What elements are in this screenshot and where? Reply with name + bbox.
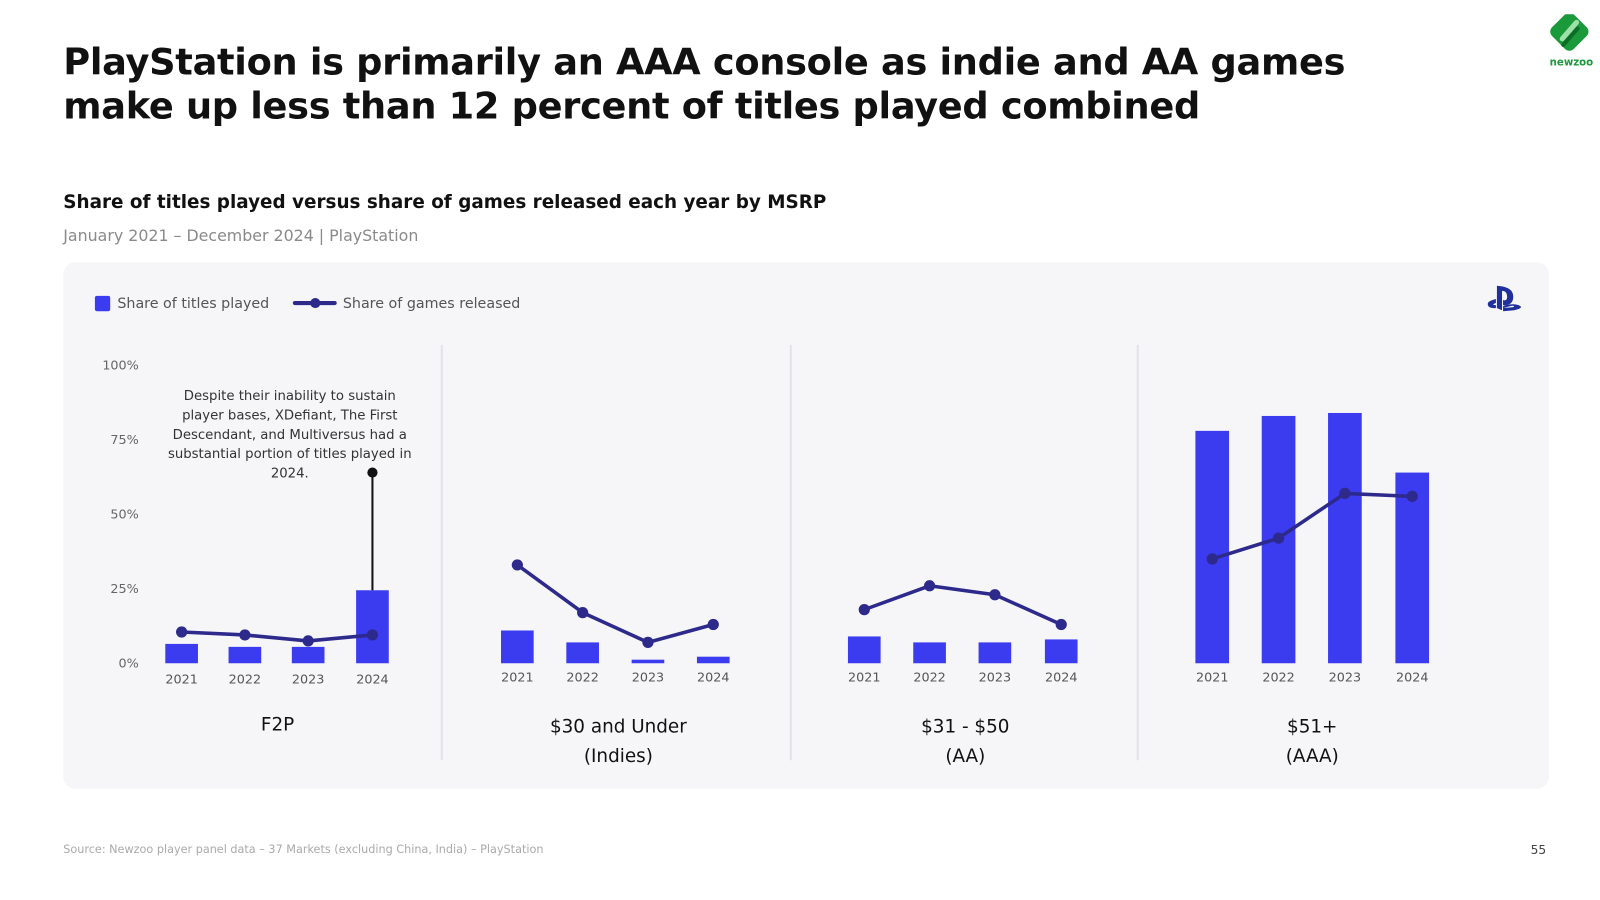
chart-panel [63,262,1549,789]
point-games-released-2021 [511,559,523,571]
legend-label-bar: Share of titles played [117,296,269,312]
bar-titles-played-2021 [1195,430,1230,664]
bar-titles-played-2023 [978,642,1012,664]
x-tick-label: 2024 [356,673,388,688]
x-tick-label: 2024 [697,671,729,686]
point-games-released-2022 [239,629,251,641]
bar-titles-played-2022 [566,642,599,664]
group-label: F2P [261,715,294,736]
y-tick-label: 50% [110,507,138,522]
x-tick-label: 2024 [1045,671,1077,686]
point-games-released-2023 [989,589,1001,601]
bar-titles-played-2021 [847,636,881,664]
annotation-marker [367,467,378,478]
y-tick-label: 100% [102,358,138,373]
bar-titles-played-2022 [228,646,262,664]
point-games-released-2022 [577,606,589,619]
x-tick-label: 2022 [913,671,945,686]
group-sublabel: (AA) [945,746,985,767]
bar-titles-played-2024 [1395,472,1430,664]
svg-text:newzoo: newzoo [1550,57,1594,68]
point-games-released-2023 [642,636,654,649]
x-tick-label: 2024 [1396,671,1428,686]
x-tick-label: 2023 [979,671,1011,686]
point-games-released-2023 [302,635,314,647]
y-tick-label: 75% [110,433,138,448]
line-games-released [181,630,373,643]
bar-titles-played-2024 [696,656,730,664]
x-tick-label: 2022 [229,673,261,688]
point-games-released-2021 [1206,553,1218,565]
legend-marker [310,297,321,309]
x-tick-label: 2021 [165,673,197,688]
chart-title: Share of titles played versus share of g… [63,191,827,214]
legend-label-line: Share of games released [343,296,521,312]
x-tick-label: 2022 [1262,671,1294,686]
legend-swatch-bar [94,295,111,312]
y-tick-label: 0% [119,656,139,671]
group-label: $51+ [1287,717,1337,738]
annotation-text: Despite their inability to sustain player… [168,389,412,482]
group-sublabel: (AAA) [1286,746,1339,767]
group-sublabel: (Indies) [584,746,653,767]
group-label: $30 and Under [550,717,687,738]
bar-titles-played-2021 [165,643,198,664]
x-tick-label: 2021 [501,671,533,686]
x-tick-label: 2021 [1196,671,1228,686]
point-games-released-2024 [1055,618,1067,631]
playstation-icon [1487,285,1521,312]
point-games-released-2023 [1339,487,1351,500]
x-tick-label: 2023 [632,671,664,686]
bar-titles-played-2024 [356,590,389,664]
slide-title: PlayStation is primarily an AAA console … [63,41,1346,128]
point-games-released-2024 [707,618,719,631]
x-tick-label: 2023 [1329,671,1361,686]
bar-titles-played-2023 [631,659,665,664]
x-tick-label: 2023 [292,673,324,688]
line-games-released [1211,491,1413,561]
bar-titles-played-2024 [1044,639,1078,664]
bar-titles-played-2021 [501,630,534,664]
point-games-released-2021 [858,604,870,616]
point-games-released-2022 [923,580,936,592]
newzoo-logo: newzoo [1546,12,1597,73]
point-games-released-2022 [1272,532,1285,544]
x-tick-label: 2022 [566,671,598,686]
point-games-released-2024 [1406,490,1418,503]
bar-titles-played-2023 [1328,412,1362,664]
group-label: $31 - $50 [921,717,1009,738]
point-games-released-2021 [176,626,188,638]
bar-titles-played-2022 [913,642,946,664]
source-note: Source: Newzoo player panel data – 37 Ma… [63,842,544,857]
bar-titles-played-2023 [291,646,325,664]
line-games-released [863,584,1062,627]
chart-subtitle: January 2021 – December 2024 | PlayStati… [63,226,419,245]
y-tick-label: 25% [110,582,138,597]
page-number: 55 [1530,842,1547,858]
line-games-released [516,563,714,645]
x-tick-label: 2021 [848,671,880,686]
point-games-released-2024 [366,629,379,641]
